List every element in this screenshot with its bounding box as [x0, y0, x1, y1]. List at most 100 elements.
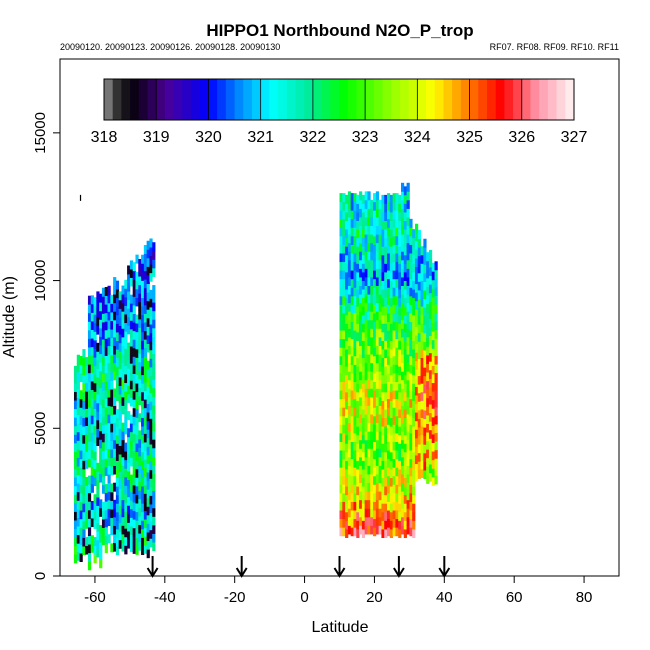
curtain-cell: [342, 433, 346, 442]
curtain-cell: [129, 311, 134, 321]
curtain-cell: [124, 416, 128, 426]
curtain-cell: [93, 459, 97, 469]
curtain-cell: [113, 422, 117, 432]
curtain-cell: [146, 514, 150, 524]
curtain-cell: [93, 468, 97, 478]
curtain-cell: [426, 363, 430, 373]
curtain-cell: [339, 484, 343, 494]
curtain-cell: [104, 304, 108, 314]
curtain-cell: [135, 340, 139, 350]
curtain-cell: [389, 323, 394, 333]
curtain-cell: [135, 485, 139, 495]
curtain-cell: [373, 321, 377, 331]
curtain-cell: [412, 486, 416, 496]
curtain-cell: [420, 434, 424, 444]
curtain-cell: [356, 529, 360, 538]
curtain-cell: [417, 341, 421, 351]
curtain-cell: [104, 441, 108, 451]
curtain-cell: [73, 382, 78, 392]
curtain-cell: [73, 451, 78, 461]
curtain-cell: [101, 536, 106, 546]
curtain-cell: [79, 518, 83, 528]
curtain-cell: [406, 405, 410, 415]
curtain-cell: [361, 263, 366, 273]
curtain-cell: [143, 382, 148, 392]
curtain-cell: [347, 448, 352, 458]
curtain-cell: [146, 300, 150, 310]
curtain-cell: [420, 280, 424, 290]
curtain-cell: [104, 364, 108, 374]
curtain-cell: [426, 303, 430, 313]
curtain-cell: [127, 393, 131, 403]
curtain-cell: [93, 442, 97, 452]
curtain-cell: [356, 391, 360, 401]
curtain-cell: [141, 383, 145, 393]
curtain-cell: [127, 496, 131, 506]
curtain-cell: [375, 259, 380, 269]
curtain-cell: [370, 277, 374, 286]
curtain-cell: [364, 302, 368, 312]
curtain-cell: [149, 289, 153, 299]
curtain-cell: [85, 374, 89, 384]
curtain-cell: [375, 516, 380, 526]
curtain-cell: [398, 263, 402, 273]
curtain-cell: [392, 492, 396, 502]
curtain-cell: [359, 294, 363, 304]
curtain-cell: [79, 450, 83, 460]
curtain-cell: [367, 336, 371, 346]
curtain-cell: [426, 414, 430, 424]
curtain-cell: [389, 400, 394, 410]
curtain-cell: [353, 287, 357, 297]
curtain-cell: [403, 280, 407, 290]
curtain-cell: [135, 434, 139, 444]
curtain-cell: [93, 434, 97, 444]
curtain-cell: [115, 469, 120, 479]
curtain-cell: [353, 355, 357, 365]
curtain-cell: [364, 362, 368, 372]
curtain-cell: [387, 475, 391, 485]
curtain-cell: [367, 456, 371, 466]
curtain-cell: [129, 397, 134, 407]
curtain-cell: [141, 263, 145, 273]
curtain-cell: [412, 280, 416, 290]
curtain-cell: [138, 327, 142, 337]
curtain-cell: [373, 355, 377, 365]
curtain-cell: [129, 277, 134, 287]
curtain-cell: [367, 302, 371, 312]
curtain-cell: [121, 362, 125, 372]
curtain-cell: [152, 259, 156, 269]
curtain-cell: [113, 405, 117, 415]
curtain-cell: [76, 500, 80, 510]
curtain-cell: [378, 405, 382, 415]
curtain-cell: [378, 439, 382, 449]
curtain-cell: [373, 338, 377, 348]
curtain-cell: [381, 357, 385, 367]
curtain-cell: [138, 387, 142, 397]
curtain-cell: [420, 340, 424, 350]
colorbar-tick-label: 325: [456, 129, 483, 146]
curtain-cell: [361, 314, 366, 324]
curtain-cell: [381, 366, 385, 376]
curtain-cell: [76, 414, 80, 424]
curtain-cell: [387, 415, 391, 425]
curtain-cell: [118, 394, 122, 404]
curtain-cell: [107, 431, 111, 441]
curtain-cell: [387, 347, 391, 357]
curtain-cell: [378, 508, 382, 518]
colorbar-swatch: [260, 79, 270, 120]
curtain-cell: [367, 217, 371, 227]
colorbar-swatch: [147, 79, 157, 120]
curtain-cell: [378, 371, 382, 381]
curtain-cell: [138, 516, 142, 525]
colorbar-swatch: [182, 79, 192, 120]
colorbar-swatch: [365, 79, 375, 120]
curtain-cell: [414, 360, 419, 370]
curtain-cell: [414, 455, 419, 465]
curtain-cell: [76, 389, 80, 398]
curtain-cell: [359, 508, 363, 518]
curtain-cell: [138, 498, 142, 508]
curtain-cell: [359, 217, 363, 227]
chart-title: HIPPO1 Northbound N2O_P_trop: [206, 21, 473, 40]
curtain-cell: [132, 467, 136, 477]
